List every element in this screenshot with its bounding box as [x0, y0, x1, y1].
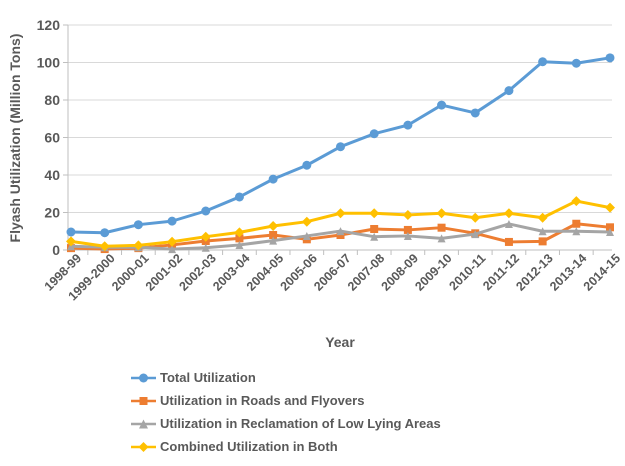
line-triangle-marker-icon [131, 419, 156, 428]
legend-item-reclamation-low-lying-areas: Utilization in Reclamation of Low Lying … [130, 412, 441, 435]
legend-label: Combined Utilization in Both [160, 439, 338, 454]
line-diamond-marker-icon [131, 441, 156, 452]
legend-label: Utilization in Roads and Flyovers [160, 393, 365, 408]
line-square-marker-icon [131, 396, 156, 405]
line-circle-marker-icon [131, 373, 156, 382]
legend: Total Utilization Utilization in Roads a… [130, 366, 441, 458]
svg-text:20: 20 [44, 205, 60, 221]
svg-text:60: 60 [44, 130, 60, 146]
svg-text:120: 120 [37, 17, 61, 33]
svg-text:2014-15: 2014-15 [581, 251, 623, 293]
plot-area: 0204060801001201998-991999-20002000-0120… [37, 17, 624, 303]
svg-text:80: 80 [44, 92, 60, 108]
svg-text:2010-11: 2010-11 [447, 251, 489, 293]
y-axis-title: Flyash Utilization (Million Tons) [7, 33, 23, 243]
legend-item-roads-and-flyovers: Utilization in Roads and Flyovers [130, 389, 441, 412]
svg-text:2009-10: 2009-10 [412, 251, 454, 293]
svg-text:40: 40 [44, 167, 60, 183]
legend-item-combined-in-both: Combined Utilization in Both [130, 435, 441, 458]
svg-text:0: 0 [52, 242, 60, 258]
svg-text:100: 100 [37, 55, 61, 71]
x-axis-title: Year [325, 334, 355, 350]
legend-item-total-utilization: Total Utilization [130, 366, 441, 389]
legend-label: Total Utilization [160, 370, 256, 385]
legend-label: Utilization in Reclamation of Low Lying … [160, 416, 441, 431]
